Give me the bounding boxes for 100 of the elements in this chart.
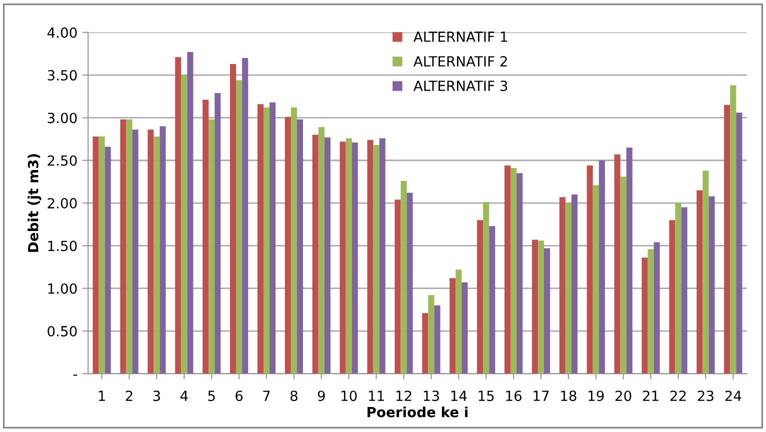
bar xyxy=(175,57,182,374)
y-tick-label: 2.00 xyxy=(48,198,77,209)
bar xyxy=(510,168,517,374)
bar xyxy=(126,119,132,374)
x-tick-label: 1 xyxy=(98,390,105,401)
x-tick-label: 3 xyxy=(153,390,160,402)
x-tick-label: 7 xyxy=(263,390,270,401)
bar xyxy=(669,220,676,374)
x-tick-label: 21 xyxy=(642,390,658,401)
bar xyxy=(104,146,111,374)
y-tick-label: 0.50 xyxy=(48,326,77,336)
bar xyxy=(230,64,236,374)
bar xyxy=(586,166,593,374)
bar xyxy=(504,166,511,374)
bar xyxy=(544,248,550,374)
y-axis-title: Debit (jt m3) xyxy=(28,154,42,252)
bar xyxy=(565,203,572,374)
bar xyxy=(428,295,434,374)
bar xyxy=(559,197,566,374)
x-tick-label: 5 xyxy=(208,390,215,402)
bar xyxy=(598,160,605,374)
x-tick-label: 10 xyxy=(342,390,357,402)
bar xyxy=(462,282,468,374)
x-tick-label: 9 xyxy=(318,390,325,402)
x-tick-label: 4 xyxy=(180,390,188,401)
bar xyxy=(257,104,264,374)
y-tick-label: 1.50 xyxy=(48,240,77,252)
y-tick-label: 3.50 xyxy=(48,70,77,81)
x-axis-title: Poeriode ke i xyxy=(368,406,468,418)
bar xyxy=(181,75,188,374)
x-tick-label: 17 xyxy=(534,390,549,401)
y-tick-label: 3.00 xyxy=(48,112,77,124)
bar xyxy=(98,136,105,374)
bar xyxy=(592,185,599,374)
bar xyxy=(236,80,242,374)
bar xyxy=(379,138,386,374)
x-tick-label: 23 xyxy=(698,390,714,402)
bar xyxy=(346,138,352,374)
bar xyxy=(450,278,456,374)
bar xyxy=(571,194,578,374)
bar xyxy=(675,203,682,374)
y-tick-label: 2.50 xyxy=(48,155,77,166)
x-tick-label: 19 xyxy=(588,390,604,402)
bar xyxy=(736,112,742,374)
x-tick-label: 2 xyxy=(126,390,132,401)
bar xyxy=(483,202,490,374)
bar xyxy=(148,130,154,374)
x-tick-label: 6 xyxy=(236,390,243,402)
x-tick-label: 11 xyxy=(368,390,384,401)
y-tick-label: 4.00 xyxy=(47,27,77,38)
x-tick-label: 24 xyxy=(725,390,742,401)
bar xyxy=(154,136,160,374)
bar xyxy=(367,140,374,374)
bar xyxy=(620,176,626,374)
bar xyxy=(312,134,318,374)
x-tick-label: 16 xyxy=(506,390,522,402)
bar xyxy=(263,107,270,374)
x-tick-label: 15 xyxy=(478,390,494,402)
bar xyxy=(394,200,401,374)
bar xyxy=(724,104,730,374)
legend-label: ALTERNATIF 1 xyxy=(413,32,507,42)
bar xyxy=(681,207,688,374)
bar xyxy=(434,305,440,374)
bar xyxy=(352,142,358,374)
bar xyxy=(324,137,330,374)
bar xyxy=(708,196,715,374)
bar xyxy=(202,100,209,374)
bar xyxy=(290,107,297,374)
bar xyxy=(538,240,544,374)
bar xyxy=(477,220,484,374)
y-tick-label: - xyxy=(73,374,77,376)
bar xyxy=(654,242,660,374)
bar xyxy=(92,136,99,374)
bar xyxy=(242,58,248,374)
bar xyxy=(696,190,703,374)
x-tick-label: 12 xyxy=(396,390,412,401)
bar xyxy=(642,258,648,374)
bar xyxy=(702,170,709,374)
bar xyxy=(208,119,215,374)
legend-label: ALTERNATIF 3 xyxy=(413,80,508,92)
x-tick-label: 13 xyxy=(424,390,439,402)
bar xyxy=(373,145,380,374)
bar xyxy=(132,130,138,374)
bar xyxy=(532,240,538,374)
bar xyxy=(516,173,523,374)
bar xyxy=(406,192,413,374)
bar xyxy=(340,142,346,374)
bar xyxy=(489,226,496,374)
bar xyxy=(456,270,462,374)
x-tick-label: 20 xyxy=(616,390,632,402)
x-tick-label: 8 xyxy=(290,390,298,402)
bar xyxy=(626,148,632,374)
bar xyxy=(648,249,654,374)
x-tick-label: 14 xyxy=(451,390,467,401)
y-tick-label: 1.00 xyxy=(48,283,77,294)
x-tick-label: 18 xyxy=(561,390,576,402)
bar xyxy=(614,154,620,374)
bar xyxy=(400,180,407,374)
bar xyxy=(318,127,324,374)
bar xyxy=(270,102,276,374)
